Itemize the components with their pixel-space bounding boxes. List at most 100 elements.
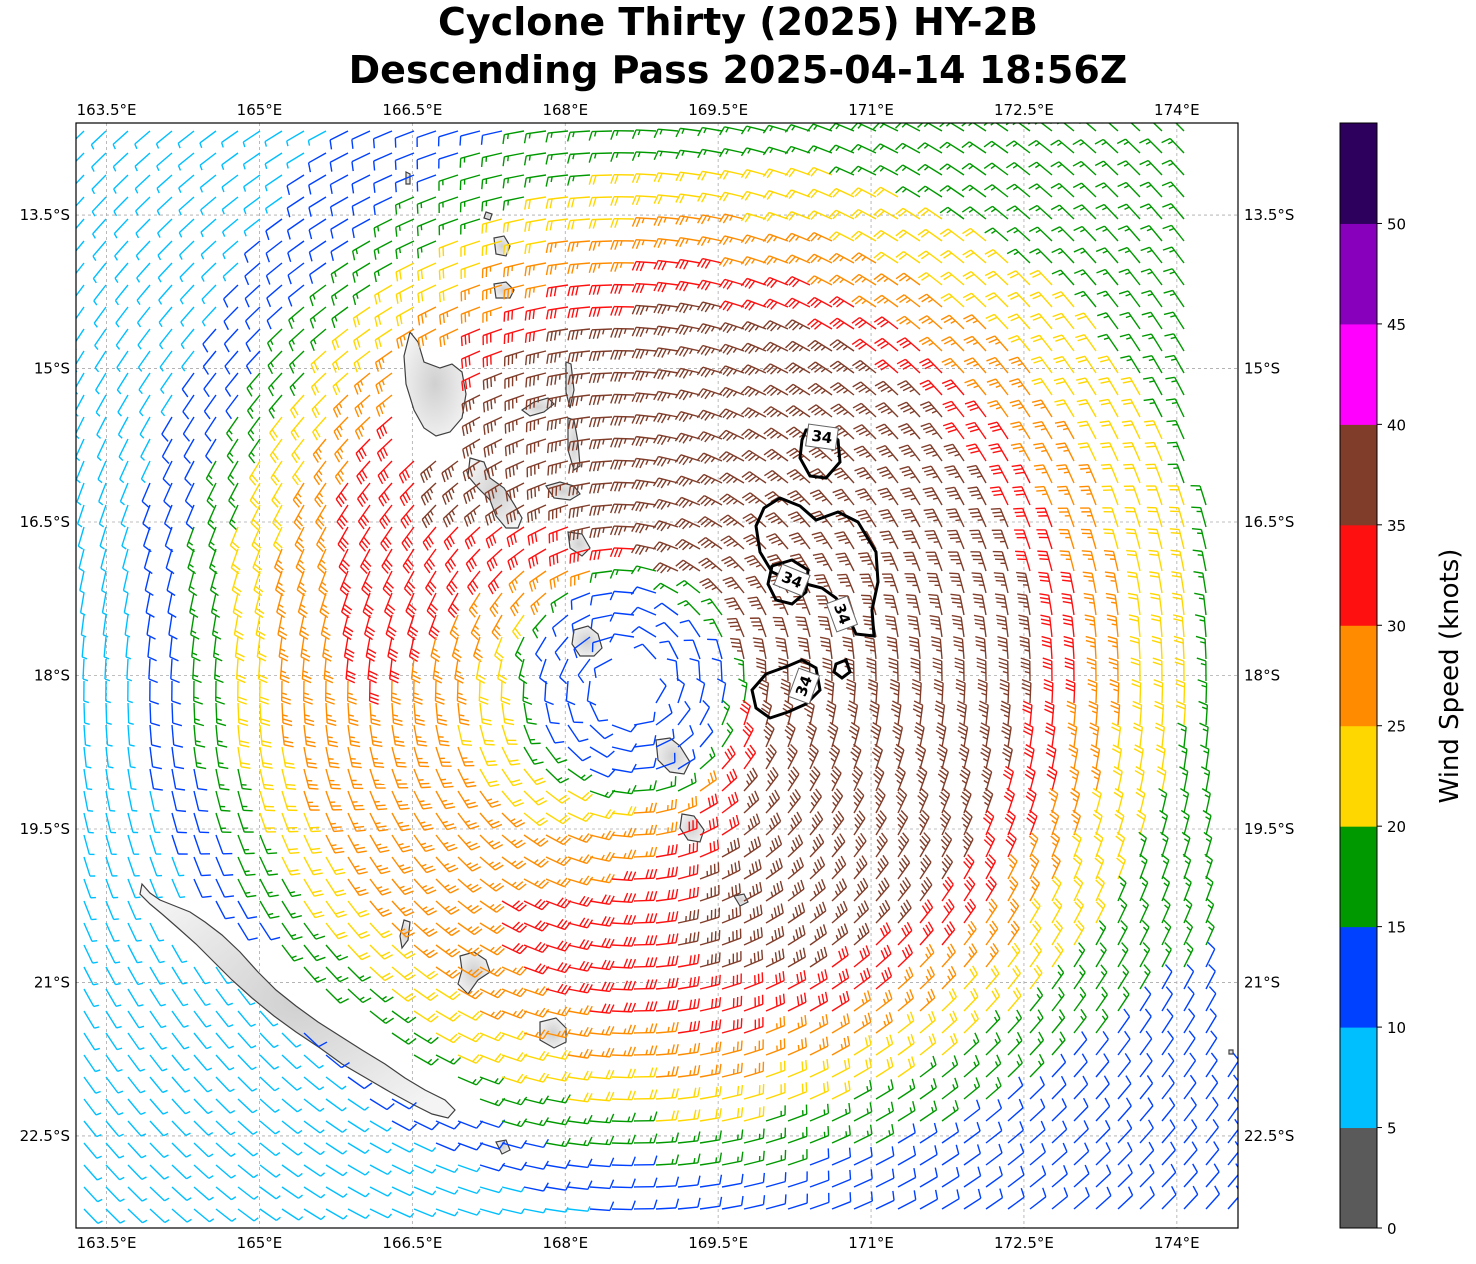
wind-barb [1095,247,1119,264]
wind-barb [95,394,107,417]
wind-barb [223,306,239,331]
wind-barb [872,143,899,154]
wind-barb [373,240,393,260]
wind-barb [177,130,195,149]
wind-barb [201,306,217,327]
wind-barb [675,127,701,138]
wind-barb [631,348,657,359]
wind-barb [784,276,811,288]
wind-barb [1008,356,1031,374]
wind-barb [136,284,151,306]
wind-barb [222,240,239,260]
wind-barb [784,124,811,133]
wind-barb [1050,182,1075,198]
wind-barb [985,292,1009,308]
wind-barb [246,372,261,397]
lon-tick-label-bottom: 165°E [237,1234,283,1252]
wind-barb [675,193,701,204]
wind-barb [460,240,481,257]
wind-barb [610,195,635,206]
lat-tick-label-left: 21°S [34,973,70,991]
wind-barb [873,186,899,198]
wind-barb [631,129,657,140]
wind-barb [567,174,591,186]
wind-barb [114,262,129,284]
wind-barb [675,171,701,182]
wind-barb [182,394,195,420]
wind-barb [459,174,481,191]
wind-barb [851,338,877,352]
wind-barb [1116,138,1141,154]
wind-barb [307,152,327,173]
wind-barb [135,218,151,239]
small-islet [1228,1049,1234,1055]
wind-barb [718,235,745,246]
wind-barb [289,372,305,397]
wind-barb [438,174,459,191]
wind-barb [92,240,107,261]
wind-barb [112,130,129,150]
wind-barb [200,240,217,260]
wind-barb [828,123,855,132]
wind-barb [503,262,525,278]
colorbar-tick-label: 35 [1387,517,1406,535]
wind-barb [806,166,833,177]
wind-barb [588,240,613,251]
wind-barb [310,350,327,374]
wind-barb [1163,268,1185,286]
lon-tick-label-top: 172.5°E [994,101,1054,119]
wind-barb [1139,203,1163,220]
wind-barb [117,394,129,417]
colorbar-tick-label: 15 [1387,919,1406,937]
wind-barb [806,275,833,286]
map-title-line-2: Descending Pass 2025-04-14 18:56Z [348,48,1128,92]
wind-barb [525,350,547,366]
wind-barb [740,212,767,223]
wind-barb [829,296,855,308]
wind-barb [1162,224,1185,242]
wind-barb [438,152,459,169]
wind-barb [1051,226,1075,242]
wind-barb [439,306,459,325]
lon-tick-label-top: 165°E [237,101,283,119]
wind-barb [352,262,371,283]
wind-barb [1161,137,1185,154]
wind-barb [631,326,657,338]
wind-barb [160,394,173,417]
wind-barb [199,130,217,149]
wind-barb [330,262,349,284]
wind-barb [374,328,393,350]
wind-barb [567,350,591,363]
wind-barb [939,163,965,176]
wind-barb [203,394,217,420]
wind-barb [895,272,921,286]
wind-barb [545,306,569,320]
wind-barb [939,141,965,154]
wind-barb [504,372,525,389]
wind-barb [1051,269,1075,286]
wind-barb [329,174,349,195]
wind-barb [309,306,327,329]
wind-barb [181,372,195,398]
wind-barb [873,229,899,242]
wind-barb [963,314,987,330]
wind-barb [268,394,283,419]
wind-barb [438,284,459,303]
wind-barb [829,360,855,374]
wind-barb [309,262,327,284]
wind-barb [480,130,503,145]
wind-barb [874,359,899,374]
wind-barb [1029,291,1053,308]
wind-barb [1050,161,1075,176]
wind-barb [851,230,877,242]
wind-barb [1006,205,1031,220]
wind-barb [917,123,943,132]
wind-barb [631,370,657,381]
wind-barb [896,358,921,374]
wind-barb [718,191,745,202]
wind-barb [1117,160,1141,176]
wind-barb [1119,311,1141,330]
wind-barb [181,350,195,372]
wind-barb [265,218,283,241]
wind-barb [179,240,195,260]
